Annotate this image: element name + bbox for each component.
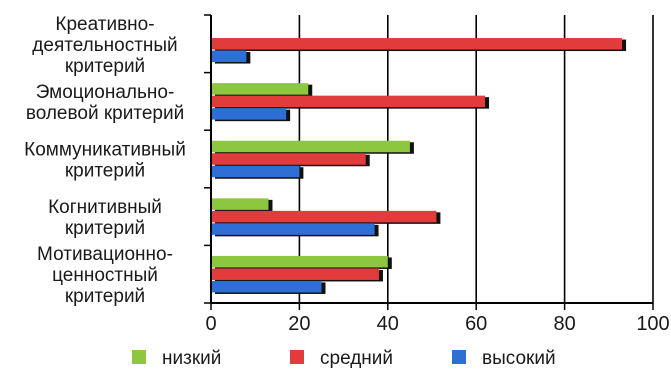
x-tick-label: 20 — [288, 313, 310, 335]
category-label: Коммуникативный критерий — [24, 140, 186, 182]
bar-средний — [211, 153, 366, 165]
x-tick-label: 0 — [205, 313, 216, 335]
bar-низкий — [211, 140, 410, 153]
bar-высокий — [211, 50, 247, 63]
x-tick-label: 80 — [553, 313, 575, 335]
category-label: Мотивационно-ценностный критерий — [37, 244, 173, 307]
x-tick-label: 40 — [377, 313, 399, 335]
legend-swatch-низкий — [132, 350, 146, 364]
bar-низкий — [211, 198, 269, 210]
legend: низкий средний высокий — [132, 348, 556, 369]
legend-swatch-средний — [290, 350, 304, 364]
bar-средний — [211, 210, 437, 223]
category-label: Эмоционально-волевой критерий — [26, 82, 184, 124]
bar-высокий — [211, 223, 375, 235]
x-tick-label: 100 — [636, 313, 669, 335]
gridlines — [298, 15, 654, 303]
x-tick-labels: 0 20 40 60 80 100 — [205, 313, 669, 335]
category-label: Когнитивный критерий — [48, 197, 162, 239]
legend-label: средний — [320, 348, 393, 369]
x-tick-label: 60 — [465, 313, 487, 335]
category-labels: Креативно-деятельностный критерий Эмоциона… — [24, 14, 186, 307]
bars — [211, 38, 627, 294]
bar-средний — [211, 95, 486, 108]
bar-высокий — [211, 108, 287, 120]
bar-низкий — [211, 83, 309, 95]
legend-label: высокий — [482, 348, 556, 369]
bar-средний — [211, 38, 623, 50]
bar-высокий — [211, 280, 322, 293]
category-label: Креативно-деятельностный критерий — [32, 14, 177, 77]
bar-средний — [211, 268, 379, 280]
legend-swatch-высокий — [452, 350, 466, 364]
bar-низкий — [211, 255, 388, 268]
axes — [204, 14, 654, 310]
legend-label: низкий — [162, 348, 221, 369]
bar-высокий — [211, 165, 300, 178]
